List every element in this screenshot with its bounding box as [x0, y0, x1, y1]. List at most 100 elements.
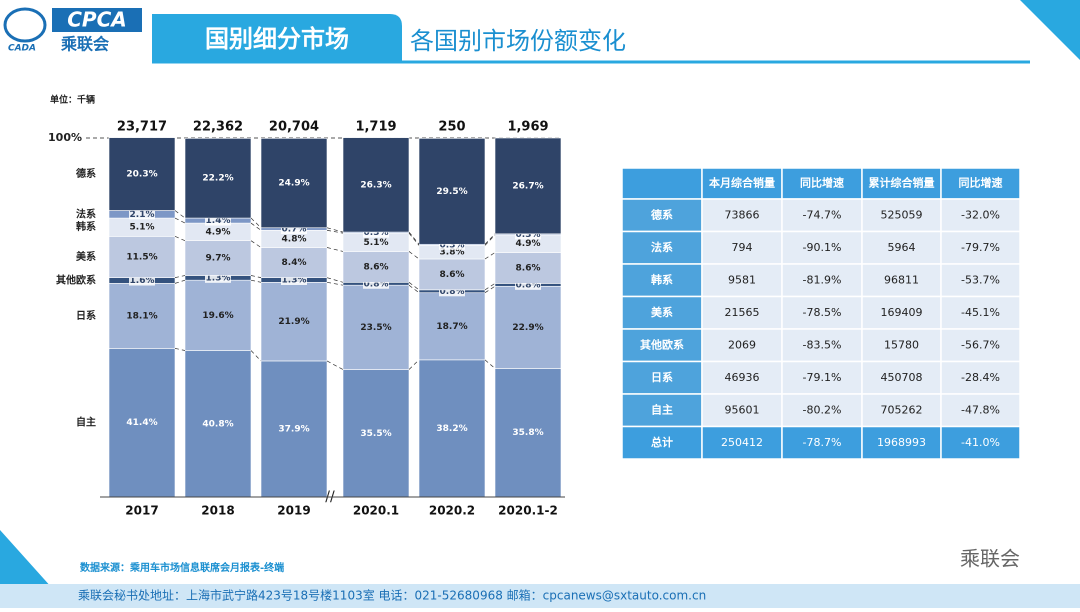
cell-text: 250412	[721, 436, 763, 449]
value-label: 22.9%	[512, 323, 543, 333]
table-cell	[701, 263, 783, 298]
table-cell	[621, 295, 703, 330]
value-label: 8.6%	[516, 263, 541, 273]
total-label: 1,719	[355, 120, 396, 135]
connector	[174, 236, 186, 241]
value-label: 3.8%	[440, 248, 465, 258]
table-cell	[621, 167, 703, 200]
cell-text: 169409	[881, 306, 923, 319]
connector	[484, 234, 496, 246]
table-cell	[621, 263, 703, 298]
value-label: 0.3%	[516, 230, 541, 240]
cell-text: -80.2%	[803, 403, 842, 416]
table-cell	[701, 167, 783, 200]
bar-segment	[494, 285, 562, 369]
table-cell	[701, 393, 783, 428]
bar-segment	[260, 282, 328, 362]
table-cell	[621, 360, 703, 395]
value-label: 35.5%	[360, 429, 391, 439]
section-title: 国别细分市场	[205, 25, 349, 53]
cell-text: -45.1%	[961, 306, 1000, 319]
cell-text: -90.1%	[803, 241, 842, 254]
cell-text: -78.5%	[803, 306, 842, 319]
value-label: 35.8%	[512, 428, 543, 438]
x-tick-label: 2018	[201, 504, 234, 518]
table-cell	[861, 425, 942, 460]
table-cell	[621, 425, 703, 460]
logo-cn: 乘联会	[60, 35, 109, 54]
label-bg	[439, 286, 465, 297]
cell-text: -78.7%	[803, 436, 842, 449]
cell-text: -56.7%	[961, 338, 1000, 351]
bar-segment	[260, 360, 328, 498]
value-label: 20.3%	[126, 170, 157, 180]
cell-text: 自主	[651, 402, 673, 416]
value-label: 1.6%	[130, 276, 155, 286]
value-label: 1.3%	[206, 273, 231, 283]
bar-segment	[184, 350, 252, 498]
table-cell	[701, 198, 783, 233]
chart: 100% 41.4% 自主 18.1% 日系 1.6% 其他欧系 11.5% 美系 5.1% 韩系 2…	[48, 120, 562, 518]
value-label: 22.2%	[202, 174, 233, 184]
label-bg	[129, 209, 155, 220]
label-bg	[205, 215, 231, 226]
connector	[174, 210, 186, 219]
x-tick-label: 2020.1-2	[498, 504, 558, 518]
value-label: 41.4%	[126, 418, 157, 428]
cell-text: 15780	[884, 338, 919, 351]
bar-segment	[418, 258, 486, 291]
value-label: 1.3%	[282, 275, 307, 285]
cell-text: -28.4%	[961, 371, 1000, 384]
connector	[326, 247, 344, 252]
value-label: 23.5%	[360, 323, 391, 333]
connector	[250, 240, 262, 248]
label-bg	[205, 272, 231, 283]
connector	[250, 275, 262, 278]
cell-text: 日系	[651, 370, 673, 384]
connector	[174, 217, 186, 224]
label-bg	[281, 224, 307, 235]
x-tick-label: 2020.1	[353, 504, 399, 518]
value-label: 18.1%	[126, 311, 157, 321]
cell-text: -53.7%	[961, 273, 1000, 286]
value-label: 8.6%	[440, 270, 465, 280]
value-label: 18.7%	[436, 322, 467, 332]
table-cell	[781, 328, 863, 363]
table-cell	[781, 425, 863, 460]
table-cell	[940, 263, 1021, 298]
connector	[250, 222, 262, 231]
value-label: 1.4%	[206, 216, 231, 226]
value-label: 0.3%	[364, 228, 389, 238]
table-cell	[701, 328, 783, 363]
x-tick-label: 2020.2	[429, 504, 475, 518]
cell-text: 累计综合销量	[869, 176, 935, 190]
total-label: 23,717	[117, 120, 167, 135]
cell-text: 46936	[725, 371, 760, 384]
connector	[408, 251, 420, 260]
value-label: 0.7%	[282, 225, 307, 235]
table-cell	[861, 230, 942, 265]
bar-segment	[108, 283, 176, 349]
cell-text: -79.1%	[803, 371, 842, 384]
connector	[326, 281, 344, 286]
source: 数据来源：乘用车市场信息联席会月报表-终端	[80, 561, 284, 574]
cell-text: 总计	[651, 435, 673, 449]
table-cell	[861, 198, 942, 233]
bar-segment	[108, 348, 176, 498]
cell-text: 525059	[881, 208, 923, 221]
label-bg	[439, 239, 465, 250]
label-bg	[129, 275, 155, 286]
footer-band	[0, 584, 1080, 608]
cell-text: 21565	[725, 306, 760, 319]
value-label: 5.1%	[364, 238, 389, 248]
label-bg	[281, 274, 307, 285]
connector	[484, 252, 496, 260]
label-bg	[363, 227, 389, 238]
value-label: 4.8%	[282, 234, 307, 244]
cell-text: 同比增速	[800, 176, 844, 190]
cell-text: 法系	[651, 240, 673, 254]
table-cell	[940, 230, 1021, 265]
value-label: 9.7%	[206, 254, 231, 264]
value-label: 4.9%	[516, 239, 541, 249]
